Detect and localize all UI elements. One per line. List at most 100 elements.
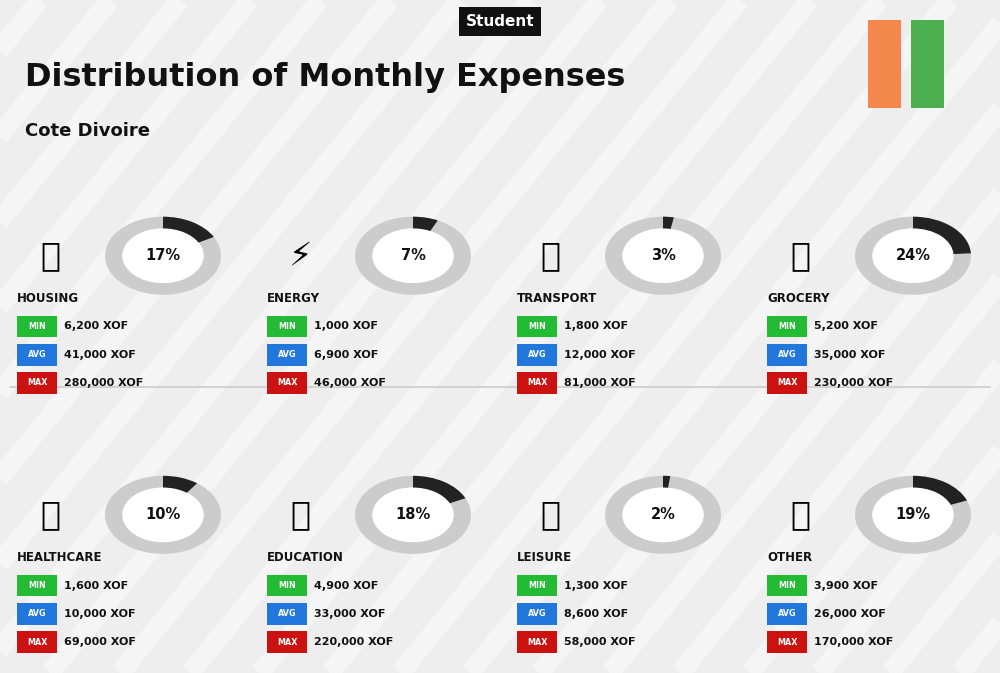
Text: 3%: 3% bbox=[651, 248, 675, 263]
Circle shape bbox=[622, 487, 704, 542]
Text: 3,900 XOF: 3,900 XOF bbox=[814, 581, 878, 590]
Text: MAX: MAX bbox=[277, 378, 297, 388]
Text: 18%: 18% bbox=[395, 507, 431, 522]
Text: 220,000 XOF: 220,000 XOF bbox=[314, 637, 394, 647]
Circle shape bbox=[622, 228, 704, 283]
Text: OTHER: OTHER bbox=[767, 551, 812, 564]
FancyBboxPatch shape bbox=[17, 575, 57, 596]
Text: MAX: MAX bbox=[27, 378, 47, 388]
Text: 17%: 17% bbox=[145, 248, 181, 263]
Text: AVG: AVG bbox=[278, 609, 296, 618]
Circle shape bbox=[872, 228, 954, 283]
Text: 🚌: 🚌 bbox=[540, 239, 560, 273]
Text: GROCERY: GROCERY bbox=[767, 291, 830, 305]
Text: LEISURE: LEISURE bbox=[517, 551, 572, 564]
Text: MIN: MIN bbox=[278, 581, 296, 590]
FancyBboxPatch shape bbox=[267, 372, 307, 394]
Text: AVG: AVG bbox=[778, 350, 796, 359]
FancyBboxPatch shape bbox=[767, 344, 807, 365]
Text: 12,000 XOF: 12,000 XOF bbox=[564, 350, 636, 359]
Text: 26,000 XOF: 26,000 XOF bbox=[814, 609, 886, 618]
FancyBboxPatch shape bbox=[868, 20, 901, 108]
FancyBboxPatch shape bbox=[911, 20, 944, 108]
Text: 24%: 24% bbox=[896, 248, 930, 263]
Wedge shape bbox=[163, 476, 197, 493]
Text: MIN: MIN bbox=[528, 322, 546, 331]
Text: MAX: MAX bbox=[527, 637, 547, 647]
Text: MAX: MAX bbox=[27, 637, 47, 647]
Text: 4,900 XOF: 4,900 XOF bbox=[314, 581, 379, 590]
Text: AVG: AVG bbox=[278, 350, 296, 359]
Text: 🏢: 🏢 bbox=[40, 239, 60, 273]
Circle shape bbox=[122, 228, 204, 283]
Text: 💓: 💓 bbox=[40, 498, 60, 532]
Text: 1,600 XOF: 1,600 XOF bbox=[64, 581, 128, 590]
Wedge shape bbox=[913, 476, 967, 505]
Text: 19%: 19% bbox=[895, 507, 931, 522]
Wedge shape bbox=[663, 476, 670, 488]
Text: 6,900 XOF: 6,900 XOF bbox=[314, 350, 379, 359]
Wedge shape bbox=[605, 217, 721, 295]
Text: Cote Divoire: Cote Divoire bbox=[25, 122, 150, 140]
FancyBboxPatch shape bbox=[767, 316, 807, 337]
Text: 1,300 XOF: 1,300 XOF bbox=[564, 581, 628, 590]
FancyBboxPatch shape bbox=[17, 344, 57, 365]
FancyBboxPatch shape bbox=[17, 631, 57, 653]
Wedge shape bbox=[855, 217, 971, 295]
Text: 81,000 XOF: 81,000 XOF bbox=[564, 378, 636, 388]
Wedge shape bbox=[855, 476, 971, 554]
Text: 🛍: 🛍 bbox=[540, 498, 560, 532]
Text: HOUSING: HOUSING bbox=[17, 291, 79, 305]
Text: HEALTHCARE: HEALTHCARE bbox=[17, 551, 103, 564]
FancyBboxPatch shape bbox=[267, 344, 307, 365]
FancyBboxPatch shape bbox=[517, 575, 557, 596]
Wedge shape bbox=[105, 217, 221, 295]
FancyBboxPatch shape bbox=[267, 631, 307, 653]
Text: ⚡: ⚡ bbox=[288, 239, 312, 273]
Text: 33,000 XOF: 33,000 XOF bbox=[314, 609, 386, 618]
Text: Distribution of Monthly Expenses: Distribution of Monthly Expenses bbox=[25, 62, 625, 93]
Wedge shape bbox=[605, 476, 721, 554]
Text: 69,000 XOF: 69,000 XOF bbox=[64, 637, 136, 647]
Text: MAX: MAX bbox=[527, 378, 547, 388]
Text: 1,800 XOF: 1,800 XOF bbox=[564, 322, 628, 331]
Text: 170,000 XOF: 170,000 XOF bbox=[814, 637, 894, 647]
Text: AVG: AVG bbox=[528, 350, 546, 359]
FancyBboxPatch shape bbox=[517, 372, 557, 394]
FancyBboxPatch shape bbox=[267, 316, 307, 337]
Text: AVG: AVG bbox=[28, 609, 46, 618]
FancyBboxPatch shape bbox=[17, 603, 57, 625]
Text: MAX: MAX bbox=[777, 378, 797, 388]
FancyBboxPatch shape bbox=[517, 603, 557, 625]
Circle shape bbox=[122, 487, 204, 542]
FancyBboxPatch shape bbox=[17, 316, 57, 337]
Text: 58,000 XOF: 58,000 XOF bbox=[564, 637, 636, 647]
Text: MAX: MAX bbox=[277, 637, 297, 647]
Circle shape bbox=[372, 228, 454, 283]
FancyBboxPatch shape bbox=[17, 372, 57, 394]
Text: MIN: MIN bbox=[28, 322, 46, 331]
Text: MIN: MIN bbox=[778, 581, 796, 590]
Text: AVG: AVG bbox=[778, 609, 796, 618]
Text: 2%: 2% bbox=[651, 507, 675, 522]
Text: 5,200 XOF: 5,200 XOF bbox=[814, 322, 878, 331]
FancyBboxPatch shape bbox=[517, 344, 557, 365]
Wedge shape bbox=[105, 476, 221, 554]
Text: 230,000 XOF: 230,000 XOF bbox=[814, 378, 893, 388]
Circle shape bbox=[872, 487, 954, 542]
Text: MIN: MIN bbox=[778, 322, 796, 331]
Wedge shape bbox=[355, 217, 471, 295]
Wedge shape bbox=[163, 217, 214, 242]
Text: AVG: AVG bbox=[28, 350, 46, 359]
Text: ENERGY: ENERGY bbox=[267, 291, 320, 305]
FancyBboxPatch shape bbox=[767, 603, 807, 625]
FancyBboxPatch shape bbox=[267, 603, 307, 625]
Text: 6,200 XOF: 6,200 XOF bbox=[64, 322, 128, 331]
Text: 46,000 XOF: 46,000 XOF bbox=[314, 378, 386, 388]
Text: 35,000 XOF: 35,000 XOF bbox=[814, 350, 886, 359]
FancyBboxPatch shape bbox=[767, 575, 807, 596]
Text: TRANSPORT: TRANSPORT bbox=[517, 291, 597, 305]
Text: 🛒: 🛒 bbox=[790, 239, 810, 273]
Text: 👜: 👜 bbox=[790, 498, 810, 532]
Text: 10,000 XOF: 10,000 XOF bbox=[64, 609, 136, 618]
